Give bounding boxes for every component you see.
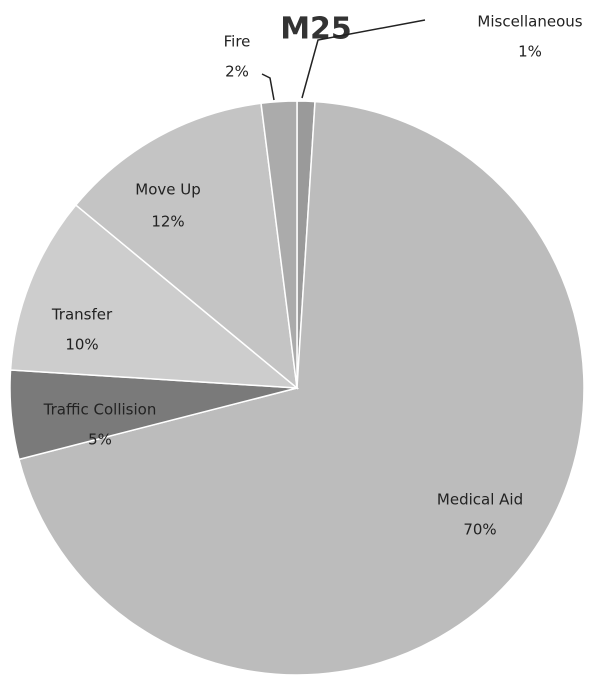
slice-value-label: 5% xyxy=(88,431,112,449)
slice-label: Transfer xyxy=(51,306,113,324)
slice-label: Fire xyxy=(224,33,251,51)
slice-label: Move Up xyxy=(135,181,201,199)
slice-label: Traffic Collision xyxy=(43,401,157,419)
slice-value-label: 12% xyxy=(151,213,184,231)
slice-value-label: 2% xyxy=(225,63,249,81)
slice-value-label: 10% xyxy=(65,336,98,354)
slice-label: Miscellaneous xyxy=(477,13,582,31)
slice-value-label: 70% xyxy=(463,521,496,539)
slice-value-label: 1% xyxy=(518,43,542,61)
pie-slice xyxy=(18,100,585,676)
slice-label: Medical Aid xyxy=(437,491,523,509)
leader-line xyxy=(261,73,275,101)
pie-slice xyxy=(260,100,298,389)
leader-line xyxy=(301,19,426,99)
pie-slice xyxy=(9,204,300,389)
chart-title: M25 xyxy=(280,12,352,47)
pie-slice xyxy=(74,102,298,390)
